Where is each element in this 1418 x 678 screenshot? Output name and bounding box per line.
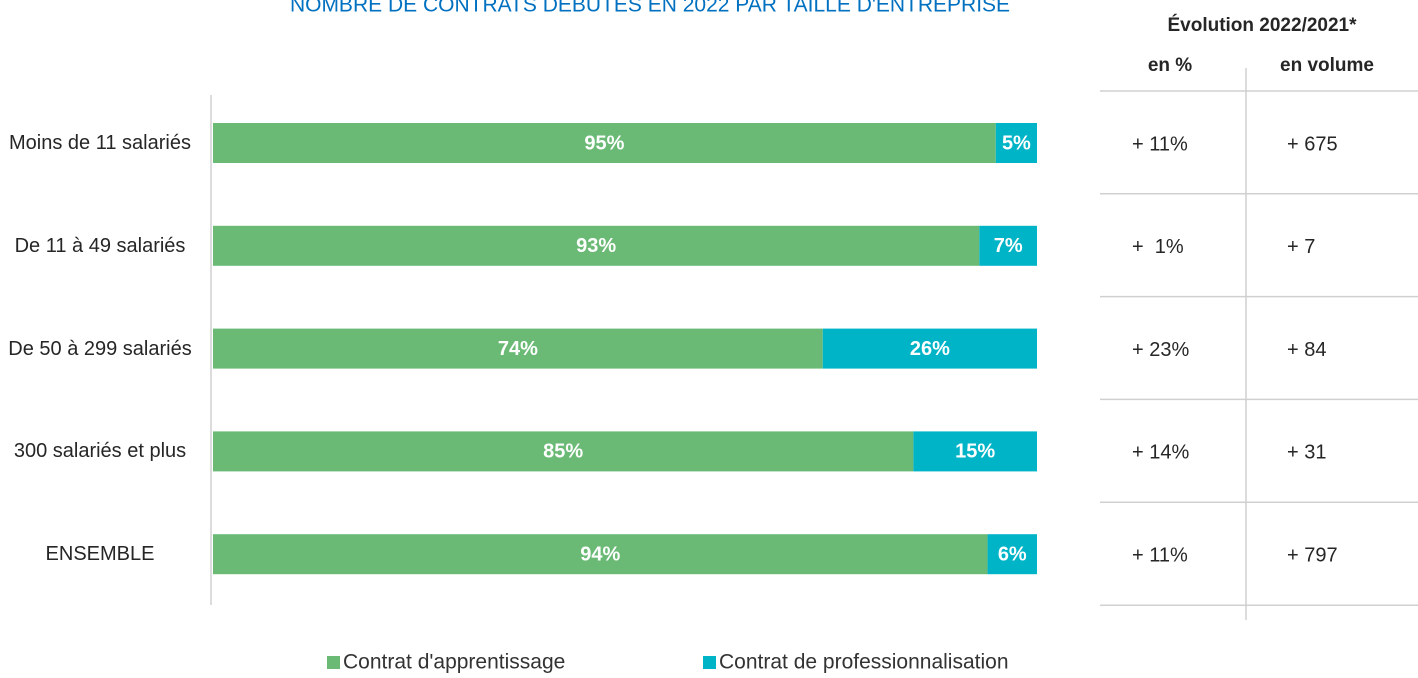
bar-segment: [213, 225, 980, 266]
category-label: De 50 à 299 salariés: [8, 337, 192, 360]
data-label: 85%: [543, 441, 583, 463]
category-label: 300 salariés et plus: [13, 440, 187, 463]
table-cell: + 797: [1287, 544, 1338, 566]
table-column-header: en %: [1148, 55, 1192, 76]
data-label: 26%: [910, 338, 950, 360]
bar-segment: [213, 534, 988, 575]
data-label: 15%: [955, 441, 995, 463]
bar-segment: [213, 123, 996, 163]
data-label: 93%: [576, 235, 616, 257]
bar-segment: [979, 225, 1037, 266]
data-label: 6%: [998, 543, 1027, 565]
bar-segment: [822, 328, 1037, 369]
data-label: 7%: [994, 235, 1023, 257]
legend-label: Contrat d'apprentissage: [343, 651, 565, 674]
table-cell: + 11%: [1132, 544, 1188, 566]
table-column-header: en volume: [1280, 55, 1374, 76]
data-label: 74%: [498, 338, 538, 360]
table-cell: + 84: [1287, 339, 1326, 361]
bar-segment: [995, 123, 1037, 163]
table-cell: + 7: [1287, 236, 1315, 258]
table-cell: + 31: [1287, 442, 1326, 464]
data-label: 5%: [1002, 132, 1031, 154]
bar-segment: [213, 431, 914, 472]
chart-title: NOMBRE DE CONTRATS DÉBUTÉS EN 2022 PAR T…: [290, 0, 1010, 17]
legend-swatch: [327, 656, 340, 669]
table-cell: + 14%: [1132, 442, 1189, 464]
category-label: Moins de 11 salariés: [9, 132, 191, 154]
bar-segment: [213, 328, 823, 369]
legend-swatch: [703, 656, 716, 669]
data-label: 95%: [584, 132, 624, 154]
table-cell: + 23%: [1132, 339, 1189, 361]
table-cell: + 675: [1287, 133, 1338, 155]
bar-segment: [987, 534, 1037, 575]
category-label: De 11 à 49 salariés: [14, 234, 186, 257]
table-title: Évolution 2022/2021*: [1167, 14, 1357, 36]
table-cell: + 1%: [1132, 236, 1184, 258]
legend-label: Contrat de professionnalisation: [719, 651, 1009, 674]
bar-segment: [913, 431, 1037, 472]
table-cell: + 11%: [1132, 133, 1188, 155]
category-label: ENSEMBLE: [45, 543, 155, 566]
data-label: 94%: [580, 543, 620, 565]
